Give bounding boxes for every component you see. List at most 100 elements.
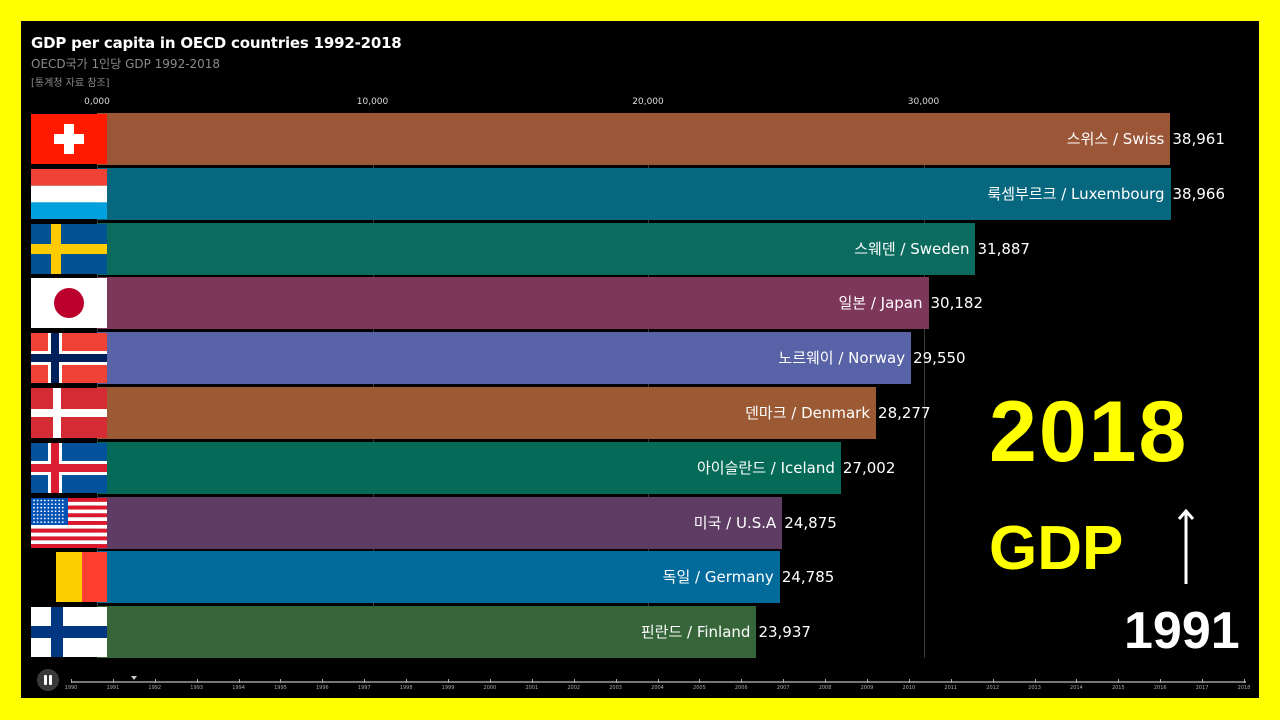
timeline-tick — [154, 679, 156, 683]
timeline-tick — [950, 679, 952, 683]
luxembourg-flag-icon — [31, 168, 107, 219]
timeline-year-label: 1998 — [399, 685, 413, 691]
bar: 덴마크 / Denmark — [97, 387, 877, 439]
timeline-year-label: 2003 — [609, 685, 622, 691]
gridline — [923, 113, 925, 658]
x-axis-tick-label: 30,000 — [907, 97, 940, 107]
bar: 노르웨이 / Norway — [97, 332, 912, 385]
timeline-year-label: 1990 — [64, 685, 78, 691]
timeline-slider[interactable] — [71, 681, 1246, 683]
timeline-year-label: 2014 — [1070, 685, 1083, 691]
bar-value: 31,887 — [977, 239, 1030, 258]
bar-label: 아이슬란드 / Iceland — [697, 458, 835, 477]
bar-value: 24,875 — [784, 513, 837, 532]
timeline-year-label: 1994 — [232, 685, 245, 691]
timeline-tick — [196, 679, 198, 683]
timeline-tick — [615, 679, 617, 683]
bar-row-japan: 일본 / Japan 30,182 — [21, 277, 1259, 330]
timeline-tick — [657, 679, 659, 683]
timeline-tick — [448, 679, 450, 683]
bar: 스위스 / Swiss — [97, 113, 1171, 165]
x-axis-tick-label: 10,000 — [356, 97, 389, 107]
gridline — [648, 113, 649, 658]
timeline-tick — [1118, 679, 1120, 683]
overlay-year: 2018 — [989, 384, 1189, 480]
timeline-tick — [489, 679, 491, 683]
bar: 미국 / U.S.A — [97, 496, 783, 549]
timeline-playhead[interactable] — [130, 676, 137, 680]
timeline-tick — [406, 679, 408, 683]
timeline-year-label: 2004 — [651, 685, 664, 691]
gridline — [372, 113, 374, 658]
timeline-year-label: 2016 — [1153, 685, 1167, 691]
bar-value: 24,785 — [781, 568, 835, 587]
bar: 핀란드 / Finland — [97, 606, 757, 659]
bar: 일본 / Japan — [97, 277, 929, 330]
japan-flag-icon — [31, 278, 107, 329]
timeline-year-label: 1993 — [190, 685, 204, 691]
denmark-flag-icon — [31, 388, 107, 438]
chart-frame: GDP per capita in OECD countries 1992-20… — [21, 21, 1259, 698]
timeline-tick — [866, 679, 868, 683]
timeline-tick — [1160, 679, 1162, 683]
timeline-tick — [1034, 679, 1036, 683]
bar-label: 일본 / Japan — [838, 294, 923, 313]
timeline-tick — [1202, 679, 1204, 683]
germany-flag-icon — [31, 552, 107, 603]
timeline-tick — [783, 679, 785, 683]
bar-value: 23,937 — [758, 623, 811, 642]
timeline-tick — [699, 679, 701, 683]
bar-value: 38,966 — [1172, 184, 1226, 203]
timeline-year-label: 2008 — [818, 685, 832, 691]
bar-row-switzerland: 스위스 / Swiss 38,961 — [21, 113, 1259, 165]
bar-value: 38,961 — [1172, 130, 1225, 148]
chart-source: [통계청 자료 참조] — [31, 78, 110, 89]
timeline-year-label: 1992 — [148, 685, 162, 691]
timeline-year-label: 2009 — [860, 685, 874, 691]
timeline-year-label: 2013 — [1028, 685, 1041, 691]
bar-row-denmark: 덴마크 / Denmark 28,277 — [21, 387, 1259, 439]
timeline-tick — [573, 679, 575, 683]
bar-value: 29,550 — [913, 349, 966, 368]
timeline-tick — [825, 679, 827, 683]
timeline-tick — [322, 679, 324, 683]
bar-label: 독일 / Germany — [662, 568, 774, 587]
bar-row-luxembourg: 룩셈부르크 / Luxembourg 38,966 — [21, 167, 1259, 220]
bar: 독일 / Germany — [97, 551, 780, 604]
timeline-year-label: 2000 — [483, 685, 497, 691]
timeline-tick — [1244, 679, 1245, 683]
overlay-from-year: 1991 — [1124, 602, 1240, 660]
norway-flag-icon — [31, 333, 107, 384]
bar-value: 27,002 — [842, 458, 896, 477]
timeline-year-label: 2015 — [1111, 685, 1125, 691]
chart-title: GDP per capita in OECD countries 1992-20… — [31, 34, 402, 52]
bar-row-sweden: 스웨덴 / Sweden 31,887 — [21, 222, 1259, 275]
bar: 아이슬란드 / Iceland — [97, 441, 841, 494]
bar-label: 노르웨이 / Norway — [778, 349, 906, 368]
timeline-tick — [112, 679, 114, 683]
timeline-year-label: 1996 — [315, 685, 329, 691]
bar-row-norway: 노르웨이 / Norway 29,550 — [21, 332, 1259, 385]
overlay-gdp-label: GDP — [989, 514, 1124, 583]
bar-row-finland: 핀란드 / Finland 23,937 — [21, 606, 1259, 659]
timeline-year-label: 2007 — [776, 685, 790, 691]
bar-row-iceland: 아이슬란드 / Iceland 27,002 — [21, 441, 1259, 494]
bar-value: 30,182 — [930, 294, 984, 313]
bar-label: 스위스 / Swiss — [1066, 130, 1165, 148]
chart-subtitle: OECD국가 1인당 GDP 1992-2018 — [31, 57, 221, 71]
timeline-year-label: 2002 — [567, 685, 581, 691]
bar-value: 28,277 — [878, 404, 931, 422]
timeline-tick — [71, 679, 72, 683]
timeline-year-label: 1997 — [357, 685, 371, 691]
timeline-tick — [908, 679, 910, 683]
timeline-tick — [364, 679, 366, 683]
bar-label: 덴마크 / Denmark — [745, 404, 871, 422]
up-arrow-icon — [1177, 508, 1195, 584]
timeline-year-label: 1995 — [274, 685, 287, 691]
timeline-year-label: 2005 — [693, 685, 706, 691]
pause-button[interactable] — [37, 669, 59, 691]
bar-label: 미국 / U.S.A — [693, 513, 777, 532]
timeline-year-label: 2001 — [525, 685, 539, 691]
timeline-year-label: 2017 — [1195, 685, 1209, 691]
timeline-tick — [531, 679, 533, 683]
